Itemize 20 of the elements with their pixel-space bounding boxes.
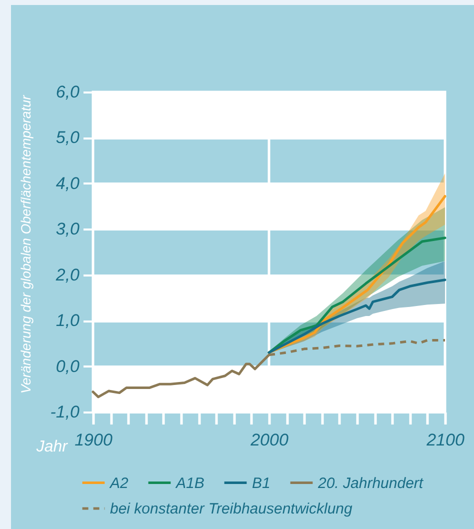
y-tick-label: 3,0 <box>56 220 80 239</box>
legend-label: B1 <box>252 474 270 492</box>
line-series <box>268 236 446 354</box>
legend-label: A2 <box>109 474 130 492</box>
y-tick-label: 4,0 <box>56 174 80 193</box>
line-series <box>268 278 446 354</box>
y-tick-label: 2,0 <box>54 265 80 284</box>
y-tick-label: -1,0 <box>50 402 80 422</box>
y-tick-label: 0,0 <box>56 356 80 376</box>
x-tick-label: 2100 <box>426 430 465 450</box>
x-tick-label: 2000 <box>250 430 289 450</box>
x-axis-title: Jahr <box>35 438 68 456</box>
y-axis-title: Veränderung der globalen Oberflächentemperatur <box>18 94 34 394</box>
y-tick-label: 6,0 <box>56 82 80 102</box>
legend-label: A1B <box>175 474 204 492</box>
y-tick-label: 5,0 <box>56 128 80 148</box>
x-tick-label: 1900 <box>74 430 113 450</box>
y-tick-label: 1,0 <box>56 311 80 330</box>
legend-label: bei konstanter Treibhausentwicklung <box>110 500 354 518</box>
legend-label: 20. Jahrhundert <box>317 474 424 492</box>
